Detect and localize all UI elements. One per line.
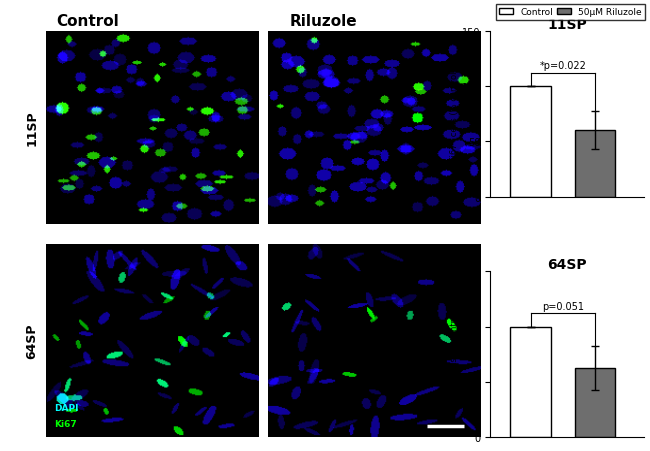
Y-axis label: 64SP: 64SP	[25, 323, 38, 359]
Text: Control: Control	[56, 14, 119, 29]
Y-axis label: Ki67⁺ cells (% control): Ki67⁺ cells (% control)	[450, 308, 460, 401]
Bar	[510, 327, 551, 437]
Bar	[510, 87, 551, 197]
Text: *p=0.022: *p=0.022	[540, 61, 586, 71]
Y-axis label: 11SP: 11SP	[25, 110, 38, 146]
Title: 64SP: 64SP	[547, 258, 587, 272]
Bar	[575, 131, 616, 197]
Legend: Control, 50μM Riluzole: Control, 50μM Riluzole	[496, 5, 645, 21]
Text: Ki67: Ki67	[54, 419, 77, 428]
Text: DAPI: DAPI	[54, 403, 79, 412]
Text: p=0.051: p=0.051	[542, 302, 584, 312]
Title: 11SP: 11SP	[547, 18, 587, 32]
Y-axis label: Ki67⁺ cells (% control): Ki67⁺ cells (% control)	[450, 68, 460, 161]
Bar	[575, 368, 616, 437]
Text: Riluzole: Riluzole	[289, 14, 357, 29]
